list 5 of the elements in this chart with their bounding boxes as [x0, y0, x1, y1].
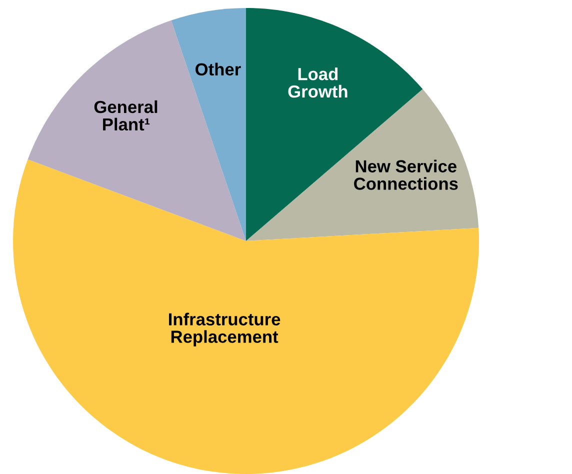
slice-label: General Plant¹ [94, 100, 158, 131]
slice-label: New Service Connections [354, 160, 458, 190]
slice-label: Infrastructure Replacement [169, 312, 280, 346]
slice-label: Load Growth [288, 67, 348, 98]
slice-label: Other [196, 62, 241, 76]
